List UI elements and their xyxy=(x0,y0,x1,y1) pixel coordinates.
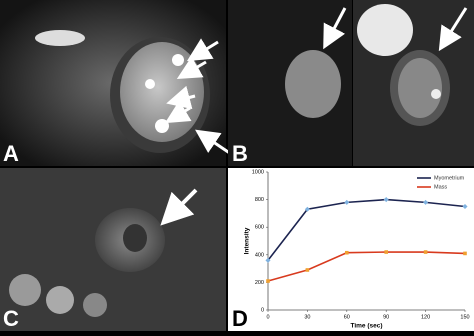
y-tick-label: 600 xyxy=(255,225,264,231)
panel-b: B xyxy=(228,0,474,166)
legend-label: Mass xyxy=(434,184,447,190)
panel-label: C xyxy=(3,306,19,331)
x-axis-label: Time (sec) xyxy=(350,323,382,330)
x-tick-label: 60 xyxy=(344,314,350,320)
series-line xyxy=(267,198,466,261)
y-tick-label: 400 xyxy=(255,252,264,258)
series-marker xyxy=(384,250,388,254)
panel-d: D xyxy=(228,168,474,331)
series-marker xyxy=(265,257,271,263)
panel-label: B xyxy=(232,141,248,166)
x-tick-label: 150 xyxy=(460,314,469,320)
series-marker xyxy=(423,250,428,254)
legend-label: Myometrium xyxy=(434,175,465,181)
panel-c: C xyxy=(0,168,226,331)
panel-label: D xyxy=(232,306,248,331)
series-marker xyxy=(462,203,468,210)
series-marker xyxy=(266,279,270,283)
y-tick-label: 1000 xyxy=(252,169,264,175)
series-marker xyxy=(344,199,350,205)
y-tick-label: 0 xyxy=(261,307,264,313)
y-tick-label: 800 xyxy=(255,197,264,203)
series-line xyxy=(267,251,466,282)
x-tick-label: 120 xyxy=(421,314,430,320)
series-marker xyxy=(305,268,310,272)
y-axis-label: Intensity xyxy=(244,227,251,254)
x-tick-label: 0 xyxy=(266,314,269,320)
panel-a: A xyxy=(0,0,241,166)
x-tick-label: 90 xyxy=(383,314,389,320)
series-marker xyxy=(345,250,349,255)
x-tick-label: 30 xyxy=(304,314,310,320)
series-marker xyxy=(463,251,467,256)
panel-label: A xyxy=(3,141,19,166)
y-tick-label: 200 xyxy=(255,280,264,286)
